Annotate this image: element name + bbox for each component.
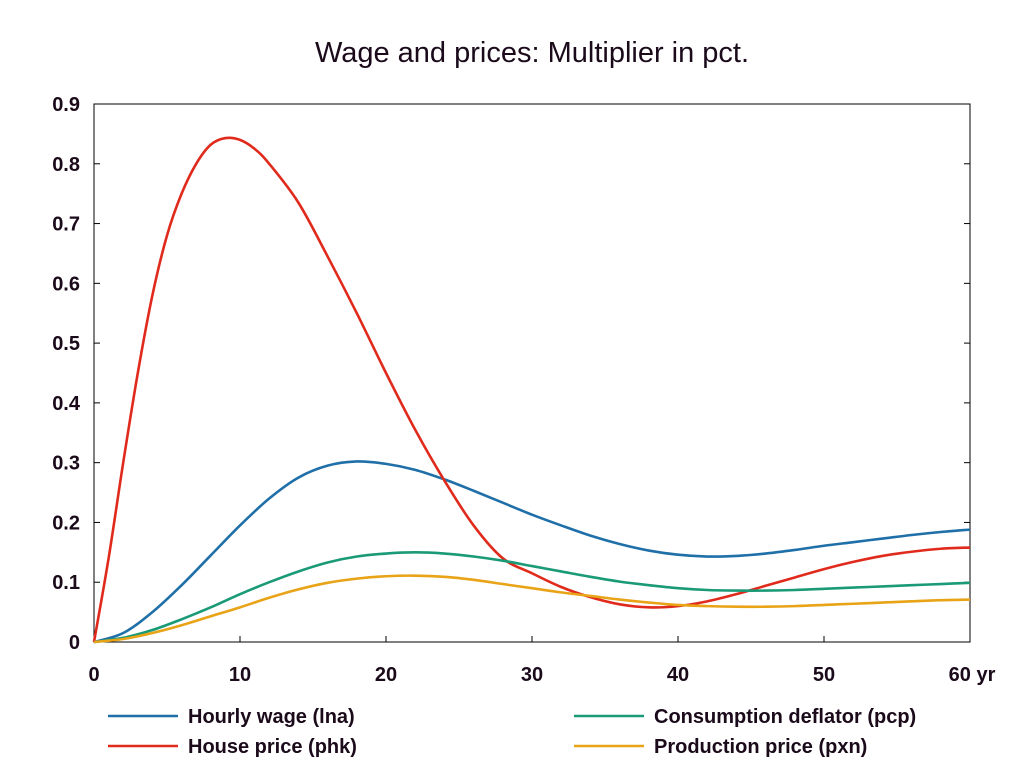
x-tick-label: 20 bbox=[375, 664, 397, 686]
legend: Hourly wage (lna) House price (phk) Consum… bbox=[108, 706, 916, 758]
y-tick-label: 0.5 bbox=[52, 333, 80, 355]
y-tick-label: 0.1 bbox=[52, 572, 80, 594]
series-line-production-price bbox=[93, 574, 971, 644]
series-line-house-price bbox=[92, 136, 971, 643]
plot-frame bbox=[93, 103, 971, 643]
x-tick-label: 60 yr bbox=[949, 664, 996, 686]
y-tick-label: 0.8 bbox=[52, 154, 80, 176]
y-tick-label: 0.3 bbox=[52, 453, 80, 475]
x-tick-label: 0 bbox=[88, 664, 99, 686]
y-tick-label: 0.2 bbox=[52, 512, 80, 534]
y-tick-label: 0.7 bbox=[52, 214, 80, 236]
y-tick-label: 0.9 bbox=[52, 94, 80, 116]
x-tick-label: 50 bbox=[813, 664, 835, 686]
y-tick-label: 0 bbox=[69, 632, 80, 654]
legend-label: Hourly wage (lna) bbox=[188, 706, 355, 728]
series-lines bbox=[92, 136, 971, 644]
x-tick-label: 30 bbox=[521, 664, 543, 686]
y-tick-label: 0.6 bbox=[52, 273, 80, 295]
legend-label: Production price (pxn) bbox=[654, 736, 867, 758]
y-tick-label: 0.4 bbox=[52, 393, 81, 415]
legend-label: Consumption deflator (pcp) bbox=[654, 706, 916, 728]
chart-title: Wage and prices: Multiplier in pct. bbox=[315, 37, 749, 69]
x-tick-label: 10 bbox=[229, 664, 251, 686]
x-tick-label: 40 bbox=[667, 664, 689, 686]
axes: 0 0.1 0.2 0.3 0.4 0.5 0.6 0.7 0.8 0.9 0 10 20 30 40 50 6… bbox=[52, 94, 995, 686]
series-line-consumption-deflator bbox=[93, 551, 971, 644]
series-line-hourly-wage bbox=[93, 460, 971, 644]
legend-label: House price (phk) bbox=[188, 736, 357, 758]
